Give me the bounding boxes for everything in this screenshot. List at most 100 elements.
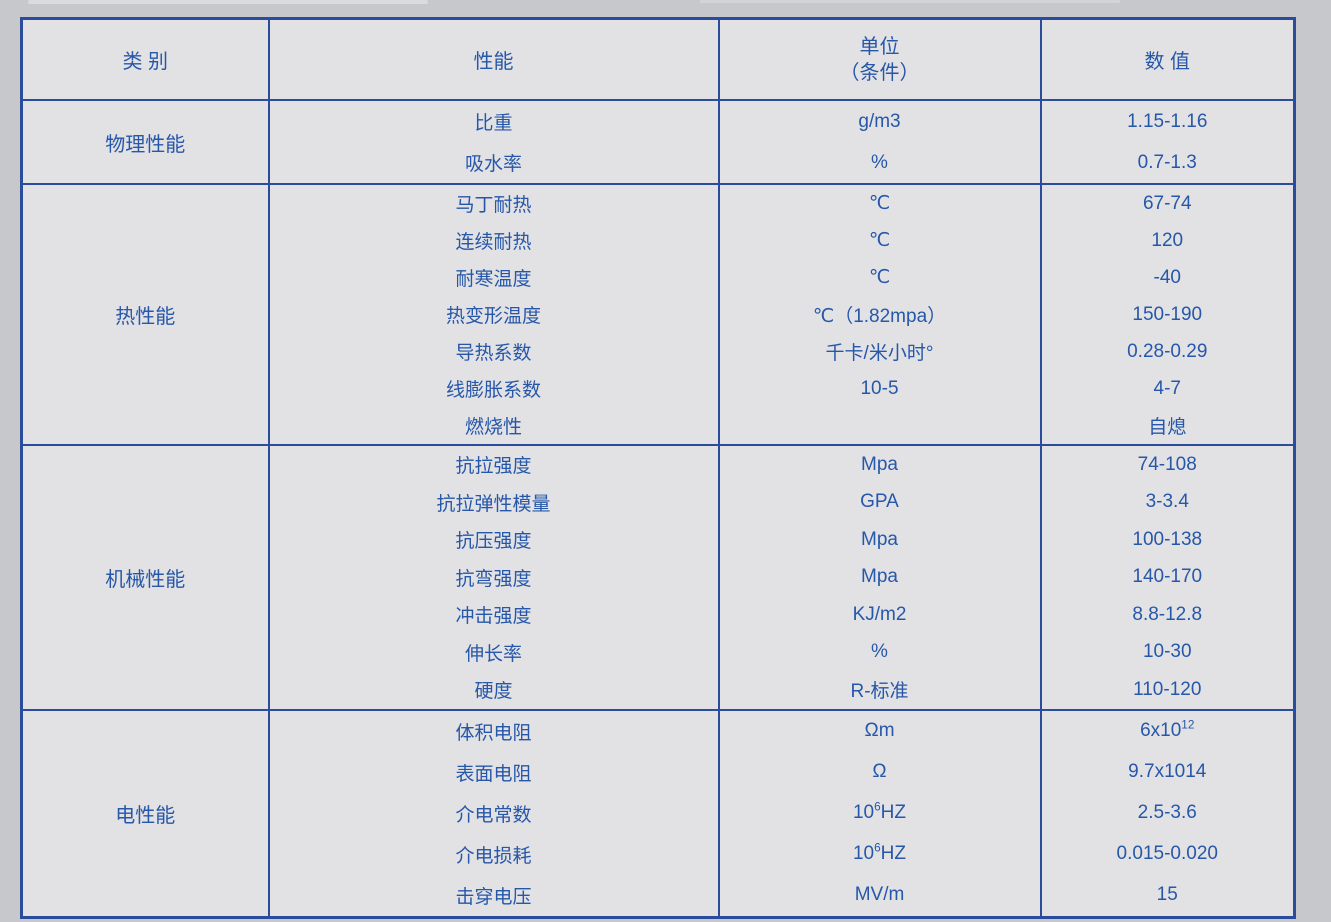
category-cell: 电性能 [21,708,270,917]
value-cell: 自熄 [1148,417,1187,438]
category-cell: 热性能 [21,183,270,445]
unit-cell: 106HZ [718,792,1042,834]
material-properties-table: 类 别 性能 单位 （条件） 数 值 物理性能 比重 g/m3 1.15-1.16 吸水… [20,17,1296,919]
property-cell: 比重 [268,99,720,142]
table-row: 硬度 R-标准 110-120 [22,671,1295,710]
value-cell: 150-190 [1132,303,1203,325]
table-row: 抗压强度 Mpa 100-138 [22,521,1295,559]
table-row: 导热系数 千卡/米小时° 0.28-0.29 [22,333,1295,370]
unit-cell: ℃ [718,183,1042,222]
table-row: 吸水率% 0.7-1.3 [22,142,1295,184]
unit-cell: ℃（1.82mpa） [718,296,1042,333]
table-row: 抗弯强度 Mpa 140-170 [22,558,1295,596]
property-cell: 吸水率 [268,142,720,184]
table-row: 燃烧性 自熄 [22,407,1295,445]
unit-cell: ℃ [718,222,1042,259]
unit-cell: 106HZ [718,833,1042,875]
unit-cell [718,407,1042,445]
unit-cell: 千卡/米小时° [718,333,1042,370]
cropped-text-artifact [28,0,428,4]
table-row: 介电常数 106HZ 2.5-3.6 [22,792,1295,834]
value-cell: 1.15-1.16 [1040,99,1295,142]
property-cell: 抗拉强度 [268,444,720,484]
value-cell: 2.5-3.6 [1137,802,1197,823]
category-cell: 机械性能 [21,444,270,710]
property-cell: 导热系数 [268,333,720,370]
value-cell: 67-74 [1040,183,1295,222]
table-row: 耐寒温度 ℃ -40 [22,259,1295,296]
unit-cell: g/m3 [718,99,1042,142]
table-row: 线膨胀系数 10-5 4-7 [22,370,1295,407]
table-row: 机械性能 抗拉强度 Mpa 74-108 [21,444,1295,710]
table-row: 介电损耗 106HZ 0.015-0.020 [22,833,1295,875]
unit-cell: Mpa [718,558,1042,596]
header-unit-line2: （条件） [839,61,920,84]
property-cell: 马丁耐热 [268,183,720,222]
value-cell: 0.28-0.29 [1127,340,1208,362]
unit-cell: % [718,142,1042,184]
value-cell: 100-138 [1132,528,1203,550]
value-cell: -40 [1153,266,1181,288]
property-cell: 热变形温度 [268,296,720,333]
value-cell: 15 [1156,884,1178,905]
unit-cell: % [718,633,1042,671]
table-row: 击穿电压 MV/m 15 [22,874,1295,917]
unit-cell: Mpa [718,521,1042,559]
header-unit-line1: 单位 [859,35,900,58]
table-row: 冲击强度 KJ/m2 8.8-12.8 [22,596,1295,634]
value-cell: 9.7x1014 [1128,761,1207,782]
unit-cell: Ωm [718,708,1042,752]
property-cell: 抗压强度 [268,521,720,559]
value-cell: 0.7-1.3 [1137,151,1197,173]
header-row: 类 别 性能 单位 （条件） 数 值 [21,18,1295,101]
property-cell: 冲击强度 [268,596,720,634]
unit-cell: GPA [718,483,1042,521]
unit-cell: MV/m [718,874,1042,917]
table-row: 热性能 马丁耐热 ℃ 67-74 [21,183,1295,445]
header-value: 数 值 [1040,18,1295,101]
property-cell: 硬度 [268,671,720,710]
cropped-text-artifact [700,0,1120,3]
table-row: 电性能 体积电阻 Ωm 6x1012 [21,708,1295,917]
property-cell: 击穿电压 [268,874,720,917]
table-header: 类 别 性能 单位 （条件） 数 值 [21,18,1295,101]
value-cell: 110-120 [1133,678,1202,700]
property-cell: 体积电阻 [268,708,720,752]
property-cell: 表面电阻 [268,751,720,793]
header-unit: 单位 （条件） [718,18,1042,101]
table-row: 连续耐热 ℃ 120 [22,222,1295,259]
property-cell: 燃烧性 [268,407,720,445]
value-cell: 4-7 [1153,377,1181,399]
table-row: 物理性能 比重 g/m3 1.15-1.16 [21,99,1295,184]
property-cell: 抗拉弹性模量 [268,483,720,521]
property-cell: 伸长率 [268,633,720,671]
unit-cell: Ω [718,751,1042,793]
header-category: 类 别 [21,18,270,101]
unit-cell: KJ/m2 [718,596,1042,634]
table-row: 伸长率% 10-30 [22,633,1295,671]
category-cell: 物理性能 [21,99,270,184]
value-cell: 0.015-0.020 [1116,843,1218,864]
table-row: 抗拉弹性模量 GPA 3-3.4 [22,483,1295,521]
value-cell: 120 [1151,229,1184,251]
value-cell: 3-3.4 [1145,491,1189,513]
value-cell: 74-108 [1040,444,1295,484]
unit-cell: R-标准 [718,671,1042,710]
property-cell: 介电损耗 [268,833,720,875]
property-cell: 线膨胀系数 [268,370,720,407]
table-row: 表面电阻 Ω 9.7x1014 [22,751,1295,793]
value-cell: 8.8-12.8 [1132,603,1203,625]
property-cell: 耐寒温度 [268,259,720,296]
table-row: 热变形温度 ℃（1.82mpa） 150-190 [22,296,1295,333]
property-cell: 连续耐热 [268,222,720,259]
value-cell: 140-170 [1132,566,1203,588]
value-cell: 10-30 [1142,641,1192,663]
unit-cell: ℃ [718,259,1042,296]
value-cell: 6x1012 [1040,708,1295,752]
property-cell: 介电常数 [268,792,720,834]
table-body: 物理性能 比重 g/m3 1.15-1.16 吸水率% 0.7-1.3 热性能 马丁耐热 ℃ 67… [21,99,1295,917]
property-cell: 抗弯强度 [268,558,720,596]
unit-cell: 10-5 [718,370,1042,407]
unit-cell: Mpa [718,444,1042,484]
header-property: 性能 [268,18,720,101]
